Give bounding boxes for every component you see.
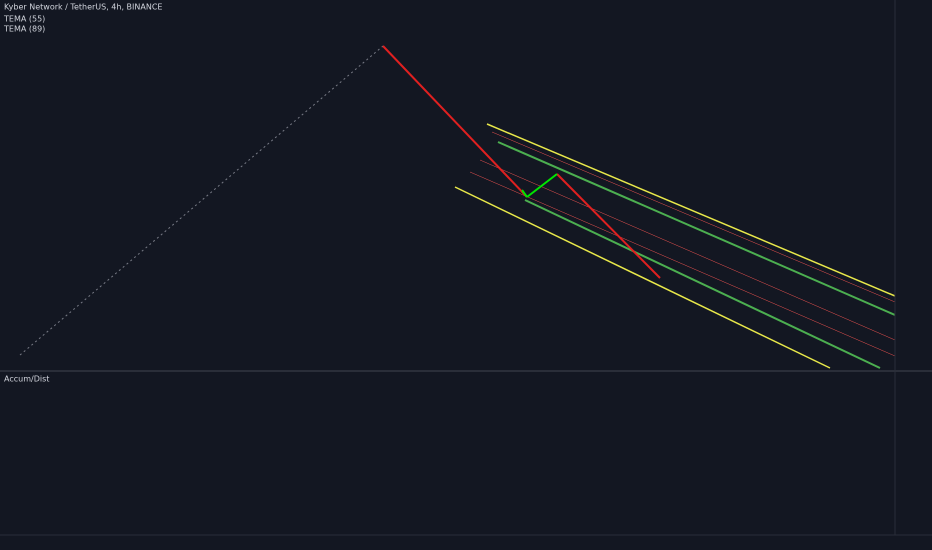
channel-upper [486, 123, 896, 297]
trend-red [556, 173, 661, 279]
channel-green [524, 199, 881, 369]
trend-green [526, 173, 558, 198]
trend-green [521, 189, 528, 198]
indicator-label: TEMA (89) [3, 25, 45, 34]
pane-title: Accum/Dist [4, 375, 49, 384]
channel-inner [479, 159, 896, 341]
indicator-label: TEMA (55) [3, 15, 45, 24]
channel-inner [491, 131, 896, 303]
channel-inner [469, 171, 896, 357]
chart-title: Kyber Network / TetherUS, 4h, BINANCE [4, 3, 162, 12]
trend-red [382, 45, 528, 198]
price-axis [895, 0, 932, 550]
channel-lower [454, 186, 831, 369]
drawings [19, 45, 896, 369]
channel-green [497, 141, 896, 316]
